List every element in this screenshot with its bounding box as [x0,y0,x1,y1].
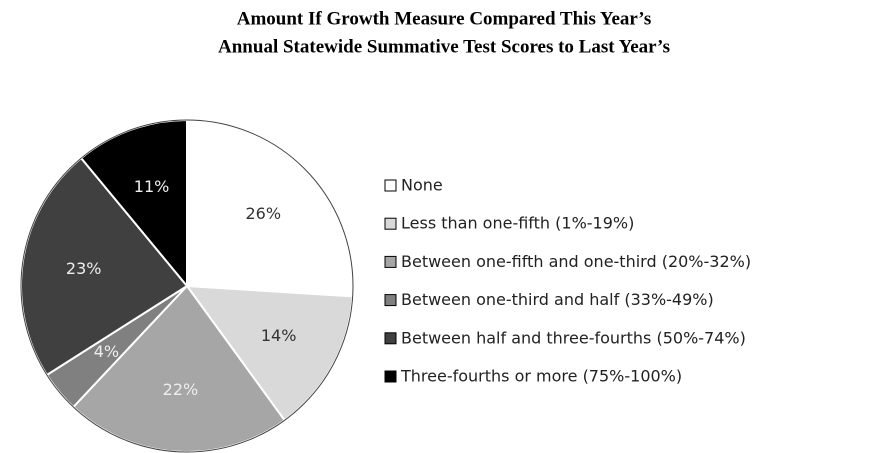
legend-label: Between one-third and half (33%-49%) [401,290,714,309]
data-label: 26% [245,204,281,223]
legend-label: Between half and three-fourths (50%-74%) [401,328,746,347]
chart-subtitle: Annual Statewide Summative Test Scores t… [218,36,670,57]
legend-swatch [384,179,397,192]
legend-swatch [384,332,397,345]
chart-title: Amount If Growth Measure Compared This Y… [237,8,651,29]
legend-swatch [384,217,397,230]
data-label: 23% [66,259,102,278]
legend-label: Three-fourths or more (75%-100%) [400,367,682,386]
pie-outline [20,119,354,453]
data-label: 11% [134,177,170,196]
data-label: 14% [261,326,297,345]
legend-swatch [384,370,397,383]
legend-label: Between one-fifth and one-third (20%-32%… [401,252,751,271]
legend-swatch [384,294,397,307]
legend-label: Less than one-fifth (1%-19%) [401,214,634,233]
data-label: 22% [163,380,199,399]
legend-label: None [401,176,443,195]
data-label: 4% [94,342,119,361]
legend-swatch [384,255,397,268]
